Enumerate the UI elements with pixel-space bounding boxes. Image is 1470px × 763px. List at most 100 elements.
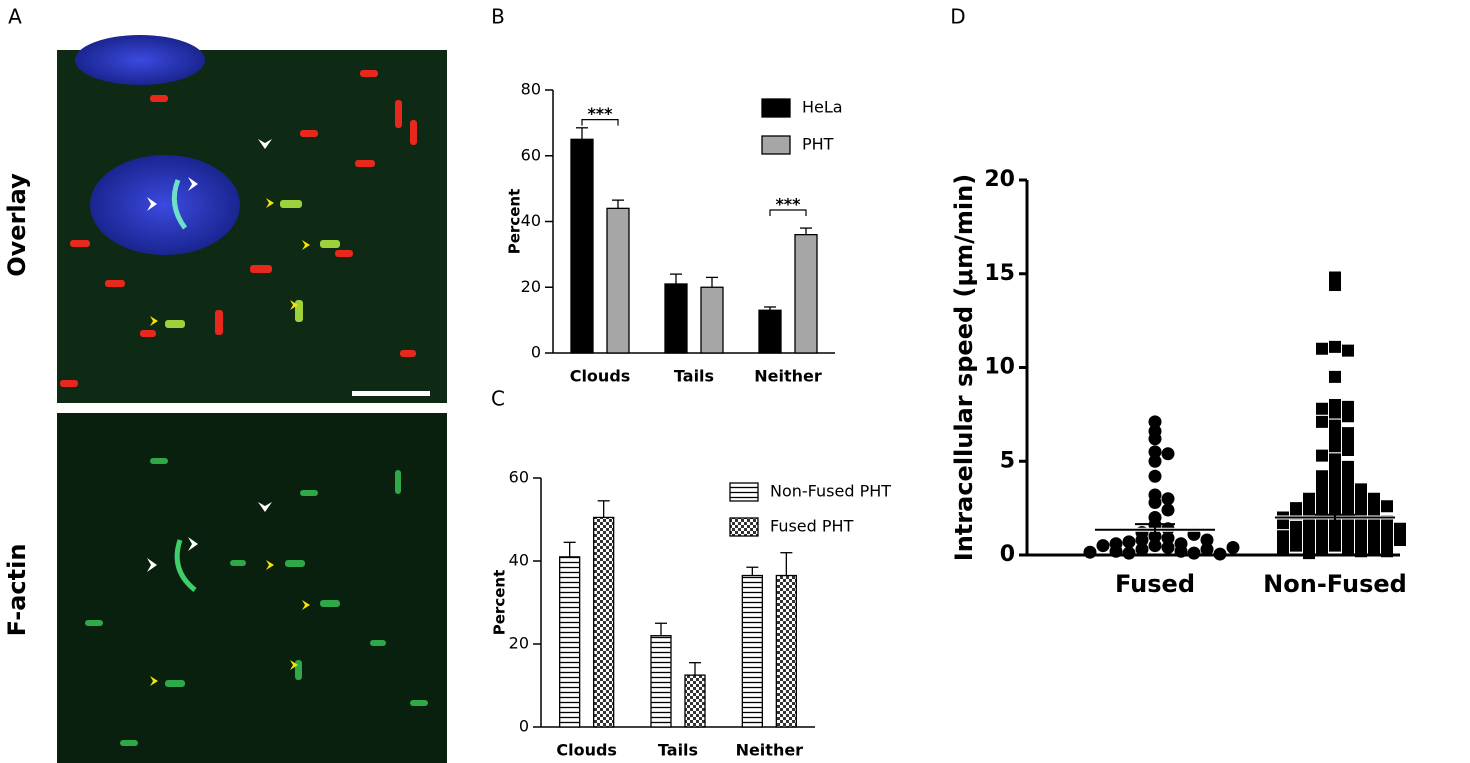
data-point	[1342, 530, 1354, 543]
bar	[664, 283, 688, 354]
bar	[650, 635, 672, 728]
bar	[593, 516, 615, 728]
legend-label: Non-Fused PHT	[770, 482, 891, 501]
data-point	[1200, 533, 1214, 547]
data-point	[1122, 546, 1136, 560]
legend-label: Fused PHT	[770, 517, 854, 536]
y-tick-label: 15	[984, 261, 1015, 286]
panel-label: D	[950, 5, 965, 29]
data-point	[1290, 539, 1302, 552]
data-point	[1329, 474, 1341, 486]
y-axis-label: Percent	[506, 189, 524, 254]
significance-bracket	[581, 118, 619, 126]
data-point	[1148, 454, 1162, 468]
data-point	[1342, 477, 1354, 490]
data-point	[1394, 534, 1406, 546]
x-tick-label: Tails	[674, 367, 714, 386]
data-point	[1329, 279, 1341, 291]
bar	[559, 556, 581, 728]
image-label: Overlay	[3, 173, 31, 277]
legend-swatch	[761, 98, 791, 118]
y-tick-label: 5	[1000, 448, 1015, 473]
data-point	[1342, 541, 1354, 554]
data-point	[1316, 342, 1328, 355]
data-point	[1368, 543, 1380, 556]
y-axis-label: Intracellular speed (μm/min)	[950, 174, 978, 561]
y-axis-label: Percent	[491, 570, 509, 635]
data-point	[1329, 340, 1341, 353]
data-point	[1368, 504, 1380, 516]
data-point	[1303, 535, 1315, 548]
data-point	[1277, 530, 1289, 543]
x-tick-label: Clouds	[556, 741, 617, 760]
data-point	[1381, 545, 1393, 558]
data-point	[1368, 526, 1380, 539]
data-point	[1329, 528, 1341, 541]
data-point	[1148, 445, 1162, 459]
data-point	[1148, 539, 1162, 553]
data-point	[1342, 487, 1354, 500]
legend-swatch	[761, 135, 791, 155]
data-point	[1342, 410, 1354, 423]
data-point	[1342, 496, 1354, 509]
y-tick-label: 20	[984, 167, 1015, 192]
y-tick-label: 0	[531, 343, 541, 362]
data-point	[1342, 468, 1354, 481]
data-point	[1342, 434, 1354, 447]
x-tick-label: Tails	[658, 741, 698, 760]
data-point	[1277, 517, 1289, 530]
y-tick-label: 0	[1000, 542, 1015, 567]
y-tick-label: 80	[521, 80, 541, 99]
bar	[700, 286, 724, 354]
x-tick-label: Clouds	[570, 367, 631, 386]
data-point	[1329, 406, 1341, 419]
data-point	[1316, 532, 1328, 545]
y-tick-label: 40	[509, 551, 529, 570]
data-point	[1148, 469, 1162, 483]
data-point	[1161, 492, 1175, 506]
data-point	[1161, 503, 1175, 517]
data-point	[1148, 529, 1162, 543]
data-point	[1161, 531, 1175, 545]
data-point	[1148, 415, 1162, 429]
data-point	[1303, 492, 1315, 505]
data-point	[1316, 470, 1328, 483]
bar	[684, 674, 706, 728]
legend-label: PHT	[802, 135, 834, 154]
image-label: F-actin	[3, 544, 31, 637]
y-tick-label: 10	[984, 355, 1015, 380]
significance-bracket	[769, 209, 807, 216]
data-point	[1381, 500, 1393, 513]
data-point	[1329, 370, 1341, 383]
data-point	[1316, 543, 1328, 556]
data-point	[1329, 517, 1341, 530]
micrograph-overlay	[57, 35, 447, 403]
bar	[758, 309, 782, 354]
data-point	[1342, 519, 1354, 531]
data-point	[1329, 453, 1341, 466]
data-point	[1135, 533, 1149, 547]
significance-label: ***	[587, 104, 613, 123]
data-point	[1277, 541, 1289, 554]
data-point	[1161, 541, 1175, 554]
data-point	[1329, 464, 1341, 477]
data-point	[1342, 400, 1354, 413]
data-point	[1187, 546, 1201, 560]
data-point	[1355, 522, 1367, 535]
data-point	[1316, 449, 1328, 462]
y-tick-label: 60	[509, 468, 529, 487]
data-point	[1161, 447, 1175, 461]
bar	[775, 574, 797, 728]
data-point	[1109, 537, 1123, 551]
data-point	[1342, 344, 1354, 357]
data-point	[1083, 545, 1097, 559]
data-point	[1342, 444, 1354, 456]
panel-label: A	[8, 5, 22, 29]
data-point	[1096, 539, 1110, 553]
data-point	[1316, 520, 1328, 533]
data-point	[1122, 535, 1136, 549]
data-point	[1316, 489, 1328, 501]
data-point	[1290, 520, 1302, 533]
data-point	[1135, 542, 1149, 556]
